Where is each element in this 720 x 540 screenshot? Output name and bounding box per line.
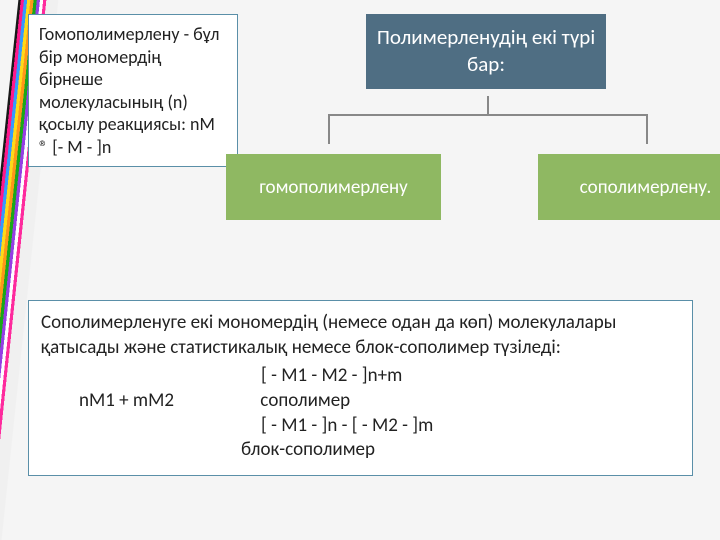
slide-content: Гомополимерлену - бұл бір мономердің бір… bbox=[0, 0, 720, 540]
copolymer-formulas: [ - M1 - M2 - ]n+m nM1 + mM2 сополимер [… bbox=[41, 364, 680, 463]
equation-right: сополимер bbox=[260, 389, 350, 412]
tree-leaf-co-label: сополимерлену. bbox=[580, 176, 712, 199]
copolymer-box: Сополимерленуге екі мономердің (немесе о… bbox=[28, 300, 693, 476]
formula-1: [ - M1 - M2 - ]n+m bbox=[41, 364, 680, 389]
tree-root-label: Полимерленудің екі түрі бар: bbox=[377, 24, 595, 77]
tree-leaf-homo: гомополимерлену bbox=[226, 154, 441, 220]
tree-leaf-homo-label: гомополимерлену bbox=[259, 176, 408, 199]
types-tree: Полимерленудің екі түрі бар: гомополимер… bbox=[256, 14, 702, 254]
formula-3: блок-сополимер bbox=[41, 438, 680, 463]
tree-root: Полимерленудің екі түрі бар: bbox=[366, 14, 606, 89]
equation-left: nM1 + mM2 bbox=[41, 389, 256, 414]
top-row: Гомополимерлену - бұл бір мономердің бір… bbox=[28, 14, 702, 254]
homo-definition-text: Гомополимерлену - бұл бір мономердің бір… bbox=[39, 23, 219, 158]
homo-definition-box: Гомополимерлену - бұл бір мономердің бір… bbox=[28, 14, 238, 167]
copolymer-intro: Сополимерленуге екі мономердің (немесе о… bbox=[41, 311, 680, 360]
formula-2: [ - M1 - ]n - [ - M2 - ]m bbox=[41, 414, 680, 439]
tree-leaf-co: сополимерлену. bbox=[538, 154, 720, 220]
tree-connector bbox=[328, 96, 648, 154]
